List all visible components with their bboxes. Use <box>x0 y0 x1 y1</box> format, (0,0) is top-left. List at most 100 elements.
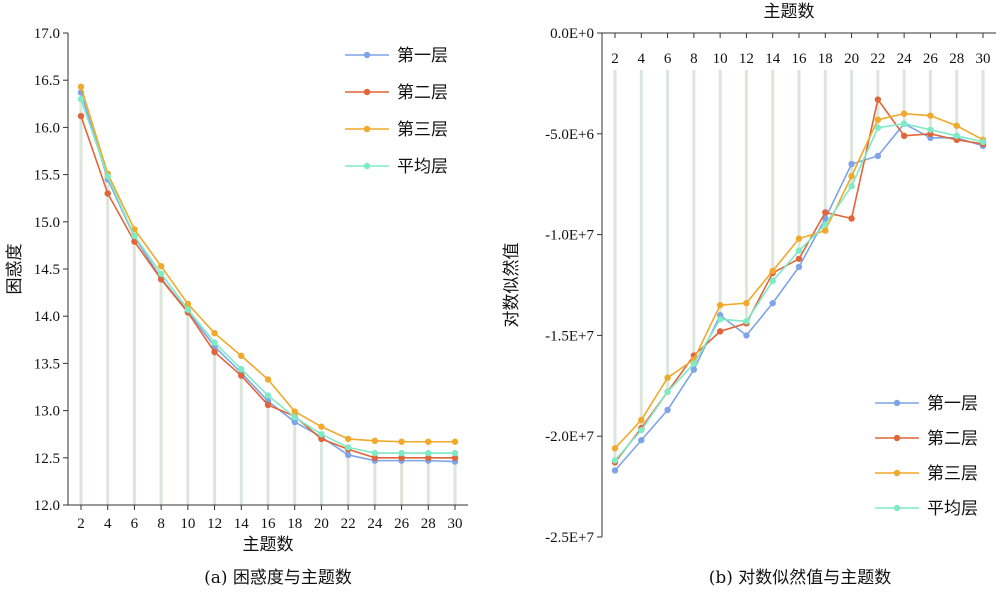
legend-swatch-marker <box>363 88 371 96</box>
data-point <box>264 376 272 383</box>
x-tick-label: 10 <box>180 516 195 532</box>
data-point <box>131 238 138 245</box>
x-tick-label: 30 <box>448 516 463 532</box>
data-point <box>611 467 619 474</box>
x-tick-label: 20 <box>844 51 859 67</box>
y-tick-label: 15.0 <box>34 215 60 231</box>
x-tick-label: 18 <box>287 516 302 532</box>
legend-swatch-marker <box>893 469 901 477</box>
data-point <box>211 329 218 337</box>
y-tick-label: -2.5E+7 <box>545 530 594 546</box>
data-point <box>822 209 829 216</box>
data-point <box>77 95 85 103</box>
x-tick-label: 6 <box>664 51 672 67</box>
data-point <box>690 360 698 367</box>
data-point <box>264 401 272 409</box>
chart-perplexity: 12.0 12.5 13.0 13.5 14.0 14.5 15.0 15.5 16.0 16.5… <box>5 26 468 588</box>
data-point <box>238 365 245 373</box>
data-point <box>743 299 750 307</box>
data-point <box>291 418 298 426</box>
x-tick-label: 6 <box>131 516 139 532</box>
caption: (b) 对数似然值与主题数 <box>709 568 892 588</box>
data-point <box>451 438 459 445</box>
x-tick-label: 26 <box>394 516 410 532</box>
data-point <box>344 451 352 459</box>
data-point <box>848 172 855 180</box>
data-point <box>104 190 111 197</box>
data-point <box>822 227 829 234</box>
y-tick-label: -1.0E+7 <box>545 228 594 244</box>
data-point <box>238 352 245 360</box>
data-point <box>157 276 165 283</box>
data-point <box>822 221 829 228</box>
data-point <box>451 449 459 457</box>
data-point <box>318 435 325 443</box>
x-tick-label: 8 <box>690 51 698 67</box>
data-point <box>344 435 352 443</box>
y-tick-label: -1.5E+7 <box>545 328 594 344</box>
data-point <box>769 267 776 275</box>
x-tick-label: 4 <box>638 51 646 67</box>
data-point <box>184 300 192 308</box>
data-point <box>184 306 192 313</box>
y-tick-label: 12.5 <box>34 451 60 467</box>
data-point <box>638 416 645 424</box>
legend-swatch-marker <box>363 125 371 133</box>
data-point <box>291 408 298 415</box>
data-point <box>425 449 432 457</box>
data-point <box>795 247 803 254</box>
x-tick-label: 24 <box>367 516 383 532</box>
data-point <box>318 423 325 430</box>
data-point <box>900 120 908 127</box>
legend-label: 第一层 <box>927 394 978 414</box>
x-tick-label: 2 <box>611 51 619 67</box>
data-point <box>743 318 750 325</box>
data-point <box>638 437 645 444</box>
x-tick-label: 20 <box>314 516 329 532</box>
y-tick-label: 14.5 <box>34 262 60 278</box>
legend-label: 平均层 <box>397 157 448 177</box>
data-point <box>874 152 882 160</box>
y-tick-label: -2.0E+7 <box>545 429 594 445</box>
x-axis-title: 主题数 <box>764 2 815 22</box>
legend-label: 第三层 <box>397 120 448 140</box>
data-point <box>398 438 405 445</box>
legend-swatch-marker <box>893 434 901 442</box>
y-tick-label: 0.0E+0 <box>550 26 594 42</box>
y-tick-label: 17.0 <box>34 26 60 42</box>
data-point <box>690 366 698 373</box>
y-tick-label: 12.0 <box>34 498 60 514</box>
data-point <box>900 132 908 140</box>
data-point <box>451 454 459 461</box>
data-point <box>77 83 85 91</box>
data-point <box>874 116 882 123</box>
x-tick-label: 22 <box>870 51 885 67</box>
legend-label: 第二层 <box>927 429 978 449</box>
x-tick-label: 22 <box>341 516 356 532</box>
x-tick-label: 16 <box>261 516 277 532</box>
data-point <box>611 457 619 464</box>
data-point <box>238 372 245 379</box>
legend-label: 平均层 <box>927 499 978 519</box>
x-tick-label: 8 <box>157 516 165 532</box>
data-point <box>848 183 855 190</box>
data-point <box>104 173 111 180</box>
x-tick-label: 28 <box>949 51 964 67</box>
data-point <box>318 431 325 438</box>
data-point <box>795 235 803 242</box>
data-point <box>716 328 724 335</box>
data-point <box>769 277 776 285</box>
data-point <box>371 454 379 461</box>
data-point <box>398 454 405 461</box>
data-point <box>371 437 379 445</box>
data-point <box>157 270 165 277</box>
y-tick-label: 16.5 <box>34 73 60 89</box>
data-point <box>131 232 138 240</box>
x-tick-label: 14 <box>765 51 781 67</box>
data-point <box>664 406 671 414</box>
y-tick-label: 15.5 <box>34 168 60 184</box>
x-tick-label: 12 <box>207 516 222 532</box>
data-point <box>425 454 432 461</box>
data-point <box>716 316 724 323</box>
